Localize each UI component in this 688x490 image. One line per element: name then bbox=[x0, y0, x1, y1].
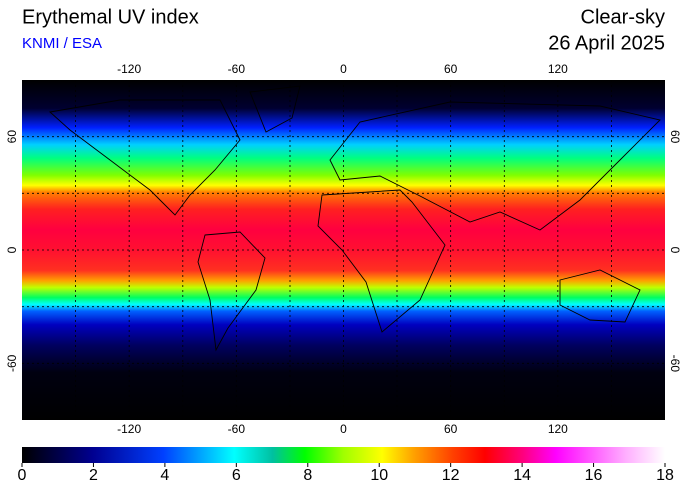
lon-label-top: -60 bbox=[228, 62, 246, 76]
lon-label-bottom: -120 bbox=[117, 422, 141, 436]
colorbar-label: 14 bbox=[513, 467, 531, 484]
lat-label-right: 0 bbox=[668, 247, 682, 254]
colorbar-ticks: 0 2 4 6 8 10 12 14 16 18 bbox=[18, 463, 674, 484]
lon-label-top: 120 bbox=[548, 62, 568, 76]
africa bbox=[317, 189, 446, 333]
australia bbox=[559, 269, 641, 323]
date: 26 April 2025 bbox=[548, 32, 665, 54]
lon-label-top: -120 bbox=[117, 62, 141, 76]
lat-label-left: -60 bbox=[5, 354, 19, 372]
colorbar-label: 18 bbox=[656, 467, 674, 484]
lon-label-bottom: 60 bbox=[444, 422, 458, 436]
lon-label-bottom: 0 bbox=[340, 422, 347, 436]
colorbar-label: 4 bbox=[160, 467, 169, 484]
colorbar-label: 12 bbox=[442, 467, 460, 484]
lon-label-bottom: 120 bbox=[548, 422, 568, 436]
lat-label-left: 60 bbox=[5, 130, 19, 144]
lat-label-left: 0 bbox=[5, 246, 19, 253]
greenland bbox=[249, 85, 301, 133]
colorbar-label: 2 bbox=[89, 467, 98, 484]
lon-label-top: 0 bbox=[340, 62, 347, 76]
south-america bbox=[197, 231, 266, 352]
lat-label-right: -60 bbox=[668, 355, 682, 373]
eurasia bbox=[329, 101, 661, 231]
source: KNMI / ESA bbox=[22, 35, 102, 52]
condition: Clear-sky bbox=[581, 6, 665, 28]
coastlines bbox=[49, 85, 661, 352]
colorbar-label: 16 bbox=[585, 467, 603, 484]
colorbar-label: 6 bbox=[232, 467, 241, 484]
lat-label-right: 60 bbox=[668, 130, 682, 144]
colorbar-label: 8 bbox=[303, 467, 312, 484]
colorbar bbox=[22, 447, 665, 463]
lon-label-top: 60 bbox=[444, 62, 458, 76]
colorbar-label: 10 bbox=[370, 467, 388, 484]
graticule: -120 -120 -60 -60 0 0 60 60 120 120 60 60 0 0 -60 -60 bbox=[5, 62, 682, 436]
colorbar-label: 0 bbox=[18, 467, 27, 484]
lon-label-bottom: -60 bbox=[228, 422, 246, 436]
title: Erythemal UV index bbox=[22, 6, 199, 28]
